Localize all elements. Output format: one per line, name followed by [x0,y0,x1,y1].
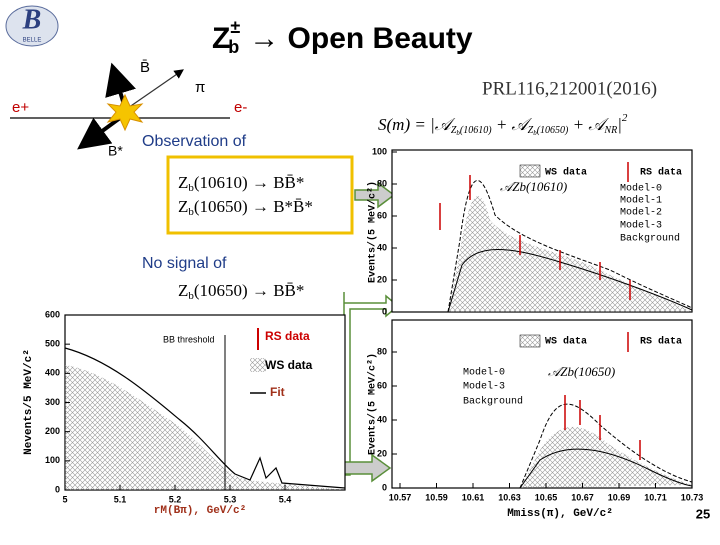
y-tick-label: 80 [377,178,387,188]
left-plot: BB threshold RS data WS data Fit Nevents… [23,314,346,517]
observation-heading: Observation of [142,133,247,150]
x-tick-label: 10.67 [571,492,594,502]
annotation: 𝒜Zb(10610) [500,179,567,194]
y-tick-label: 20 [377,274,387,284]
collision-diagram: B̄ π e+ e- B* [10,59,247,159]
x-tick-label: 10.59 [425,492,448,502]
y-tick-label: 0 [382,306,387,316]
legend-entry: Model-2 [620,207,662,219]
legend-entry: Model-0 [620,183,662,195]
y-tick-label: 40 [377,242,387,252]
legend-entry: RS data [640,336,682,348]
legend-entry: WS data [545,336,587,348]
legend-entry: Model-1 [620,195,662,207]
legend-entry: Model-3 [463,381,505,393]
y-tick-label: 100 [45,455,60,465]
x-tick-label: 10.61 [462,492,485,502]
observation-line: Zb(10610) → BB̄* [178,173,304,194]
x-tick-label: 10.57 [389,492,412,502]
legend-entry: WS data [265,358,313,372]
y-tick-label: 0 [55,484,60,494]
y-tick-label: 0 [382,482,387,492]
x-tick-label: 5.1 [114,494,127,504]
y-tick-label: 60 [377,380,387,390]
y-tick-label: 80 [377,346,387,356]
x-axis-label: rM(Bπ), GeV/c² [154,505,246,517]
y-tick-label: 40 [377,414,387,424]
x-tick-label: 10.65 [535,492,558,502]
y-axis-label: Nevents/5 MeV/c² [23,349,35,455]
y-tick-label: 400 [45,368,60,378]
diagram-label: e- [234,99,247,116]
annotation: 𝒜Zb(10650) [548,364,615,379]
diagram-label: e+ [12,99,29,116]
right-top-plot: WS data RS data Model-0 Model-1 Model-2 … [367,149,693,313]
highlight-box [166,155,354,235]
belle-logo: B BELLE [5,4,59,47]
x-tick-label: 5.3 [224,494,237,504]
page-number: 25 [696,506,710,521]
x-axis-label: Mmiss(π), GeV/c² [507,508,613,520]
diagram-label: B* [108,143,123,159]
x-tick-label: 5 [62,494,67,504]
x-tick-label: 10.73 [681,492,704,502]
legend-entry: RS data [640,167,682,179]
x-tick-label: 5.2 [169,494,182,504]
formula: S(m) = |𝒜Zb(10610) + 𝒜Zb(10650) + 𝒜NR|2 [378,112,628,137]
y-tick-label: 600 [45,309,60,319]
legend-entry: Model-0 [463,367,505,379]
y-tick-label: 500 [45,339,60,349]
title: Z± b → Open Beauty [212,17,473,57]
y-tick-label: 300 [45,397,60,407]
no-signal-line: Zb(10650) → BB̄* [178,281,304,302]
y-tick-label: 20 [377,448,387,458]
no-signal-heading: No signal of [142,255,227,272]
right-bottom-plot: WS data RS data Model-0 Model-3 Backgrou… [367,319,693,520]
x-tick-label: 5.4 [279,494,292,504]
svg-text:B: B [22,4,42,35]
legend-entry: Model-3 [620,220,662,232]
logo-text: BELLE [23,38,42,44]
legend-entry: Background [620,233,680,245]
legend-entry: Fit [270,385,285,399]
annotation: BB threshold [163,334,215,344]
reference: PRL116,212001(2016) [482,78,657,99]
legend-entry: Background [463,396,523,408]
y-tick-label: 60 [377,210,387,220]
y-axis-label: Events/(5 MeV/c²) [367,353,379,455]
diagram-label: π [195,79,205,96]
legend-entry: RS data [265,329,310,343]
y-tick-label: 200 [45,426,60,436]
observation-line: Zb(10650) → B*B̄* [178,197,313,218]
x-tick-label: 10.69 [608,492,631,502]
legend-entry: WS data [545,167,587,179]
y-tick-label: 100 [372,146,387,156]
x-tick-label: 10.71 [644,492,667,502]
diagram-label: B̄ [140,59,150,76]
x-tick-label: 10.63 [498,492,521,502]
y-axis-label: Events/(5 MeV/c²) [367,181,379,283]
